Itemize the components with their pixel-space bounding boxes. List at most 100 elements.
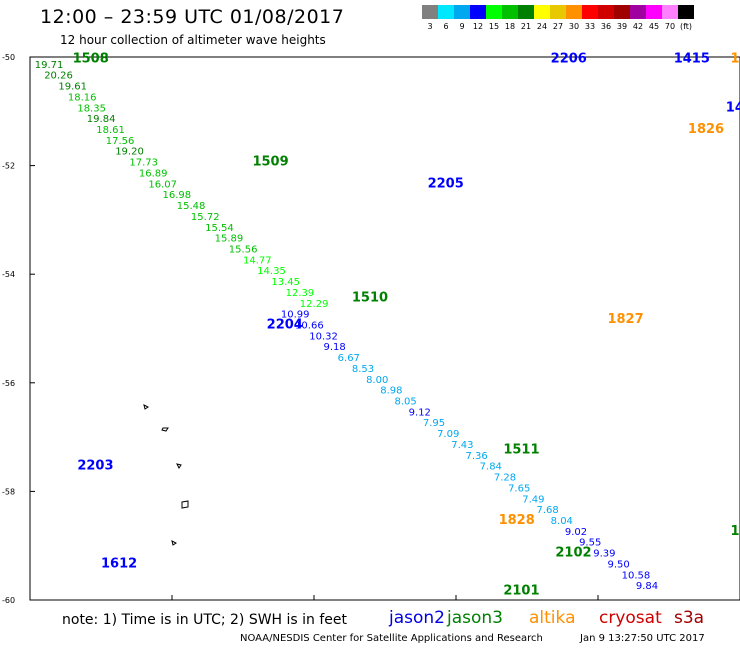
wave-height-value: 7.49 — [522, 494, 544, 505]
pass-number-label: 1826 — [688, 122, 724, 137]
wave-height-value: 7.65 — [508, 483, 530, 494]
pass-number-label: 1415 — [674, 52, 710, 66]
wave-height-value: 15.56 — [229, 244, 258, 255]
colorbar-label: 30 — [568, 22, 580, 31]
x-tick-label: -24 — [307, 603, 320, 604]
wave-height-value: 15.72 — [191, 212, 220, 223]
colorbar-swatch — [566, 5, 582, 19]
colorbar-label: 33 — [584, 22, 596, 31]
colorbar-label: 12 — [472, 22, 484, 31]
colorbar-swatch — [598, 5, 614, 19]
island-outline — [161, 427, 169, 432]
wave-height-value: 8.00 — [366, 375, 388, 386]
wave-height-value: 19.84 — [87, 114, 116, 125]
pass-number-label: 1825 — [731, 52, 740, 66]
pass-number-label: 2203 — [77, 459, 113, 474]
header: 12:00 – 23:59 UTC 01/08/2017 12 hour col… — [0, 0, 740, 52]
colorbar-label: 27 — [552, 22, 564, 31]
wave-height-value: 9.18 — [323, 342, 345, 353]
colorbar-swatch — [454, 5, 470, 19]
pass-number-label: 1416 — [726, 100, 740, 115]
colorbar-label: 45 — [648, 22, 660, 31]
colorbar-label: 6 — [443, 22, 449, 31]
y-tick-label: -56 — [2, 379, 15, 388]
island-outline — [176, 463, 182, 469]
wave-height-value: 9.50 — [607, 559, 629, 570]
legend-s3a: s3a — [674, 608, 705, 628]
pass-number-label: 1511 — [503, 442, 539, 457]
x-tick-label: -27 — [165, 603, 178, 604]
wave-height-value: 16.07 — [148, 179, 177, 190]
x-tick-label: -21 — [449, 603, 462, 604]
units-note: note: 1) Time is in UTC; 2) SWH is in fe… — [62, 612, 348, 628]
wave-height-value: 17.73 — [129, 158, 158, 169]
wave-height-value: 10.32 — [309, 331, 338, 342]
colorbar-label: 24 — [536, 22, 548, 31]
colorbar-label: 21 — [520, 22, 532, 31]
y-tick-label: -52 — [2, 162, 15, 171]
wave-height-value: 9.02 — [565, 527, 587, 538]
colorbar-label: 70 — [664, 22, 676, 31]
axis-ticks: -30 -27 -24 -21 -18 -15 -50 -52 -54 -56 -58 -60 — [2, 53, 740, 604]
wave-height-value: 9.55 — [579, 538, 601, 549]
colorbar-label: 3 — [427, 22, 433, 31]
colorbar-swatch — [646, 5, 662, 19]
wave-height-value: 9.84 — [636, 581, 658, 592]
colorbar-label: (ft) — [679, 22, 693, 31]
island-outline — [171, 540, 177, 546]
wave-height-value: 18.61 — [96, 125, 125, 136]
legend-jason2: jason2 — [389, 608, 445, 628]
colorbar-swatch — [582, 5, 598, 19]
colorbar-label: 39 — [616, 22, 628, 31]
wave-height-value: 18.35 — [77, 103, 106, 114]
wave-height-value: 7.68 — [536, 505, 558, 516]
colorbar-label: 36 — [600, 22, 612, 31]
y-tick-label: -50 — [2, 53, 15, 62]
pass-number-label: 2102 — [555, 546, 591, 561]
x-tick-label: -30 — [23, 603, 36, 604]
legend-cryosat: cryosat — [599, 608, 662, 628]
colorbar-label: 9 — [459, 22, 465, 31]
pass-number-label: 1612 — [101, 556, 137, 571]
island-outline — [181, 500, 189, 509]
colorbar-swatch — [486, 5, 502, 19]
colorbar-swatch — [438, 5, 454, 19]
colorbar-swatch — [534, 5, 550, 19]
footer: note: 1) Time is in UTC; 2) SWH is in fe… — [0, 604, 740, 650]
wave-height-value: 19.20 — [115, 147, 144, 158]
legend-altika: altika — [529, 608, 576, 628]
colorbar-swatch — [550, 5, 566, 19]
x-tick-label: -18 — [591, 603, 604, 604]
colorbar-swatch — [422, 5, 438, 19]
wave-height-value: 7.09 — [437, 429, 459, 440]
legend-jason3: jason3 — [447, 608, 503, 628]
x-tick-label: -15 — [733, 603, 740, 604]
colorbar-label: 18 — [504, 22, 516, 31]
island-outline — [143, 404, 149, 410]
colorbar-swatch — [470, 5, 486, 19]
map-frame — [29, 56, 740, 601]
map-subtitle: 12 hour collection of altimeter wave hei… — [60, 33, 326, 47]
colorbar-swatch — [662, 5, 678, 19]
pass-number-label: 2205 — [428, 176, 464, 191]
pass-number-label: 2206 — [551, 52, 587, 66]
wave-height-value: 19.71 — [35, 60, 64, 71]
wave-height-value: 13.45 — [271, 277, 300, 288]
wave-height-points: 19.7120.2619.6118.1618.3519.8418.6117.56… — [35, 60, 658, 592]
credit-line: NOAA/NESDIS Center for Satellite Applica… — [240, 633, 543, 644]
pass-number-label: 151 — [731, 524, 740, 539]
wave-height-map: -30 -27 -24 -21 -18 -15 -50 -52 -54 -56 -58 -60 19.… — [2, 52, 740, 604]
wave-height-value: 8.53 — [352, 364, 374, 375]
colorbar-swatch — [678, 5, 694, 19]
wave-height-value: 16.98 — [163, 190, 192, 201]
colorbar-swatch — [518, 5, 534, 19]
wave-height-value: 10.66 — [295, 321, 324, 332]
wave-height-value: 8.05 — [394, 397, 416, 408]
pass-number-label: 2101 — [503, 584, 539, 599]
wave-height-value: 12.29 — [300, 299, 329, 310]
y-tick-label: -58 — [2, 487, 15, 496]
wave-height-value: 12.39 — [286, 288, 315, 299]
colorbar-swatch — [630, 5, 646, 19]
pass-number-label: 1827 — [607, 312, 643, 327]
pass-number-label: 1509 — [252, 155, 288, 170]
